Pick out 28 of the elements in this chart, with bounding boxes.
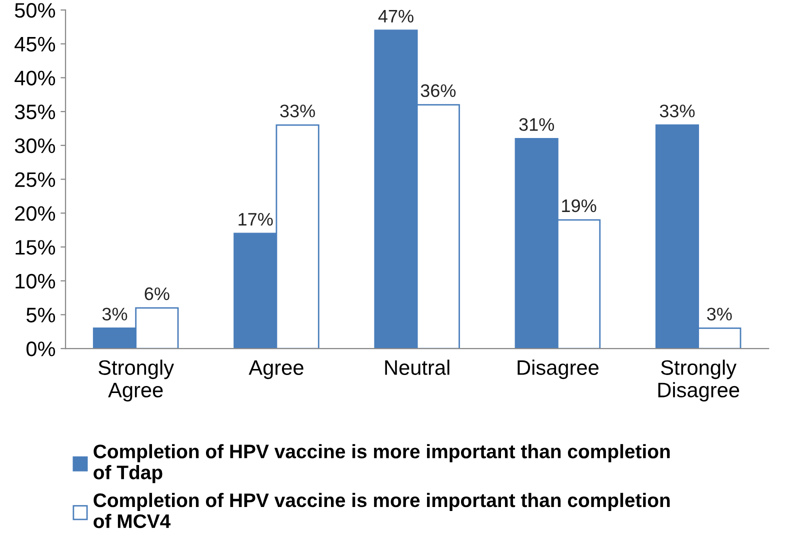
y-tick-label: 5% (26, 308, 56, 322)
data-label: 36% (420, 84, 456, 98)
y-tick-label: 30% (14, 138, 56, 154)
x-tick-label: Neutral (385, 360, 450, 375)
y-tick-label: 40% (14, 70, 56, 86)
x-tick-label: Strongly Disagree (658, 360, 740, 402)
y-tick-label: 45% (14, 36, 56, 52)
data-label: 33% (660, 104, 695, 118)
data-label: 3% (707, 308, 732, 320)
y-tick-label: 15% (16, 240, 56, 255)
x-tick-label: Disagree (518, 360, 598, 380)
y-tick-label: 10% (16, 274, 56, 289)
data-label: 19% (562, 199, 596, 212)
legend-label: Completion of HPV vaccine is more important than completion of MCV4 (94, 492, 670, 528)
data-label: 6% (144, 287, 170, 300)
x-tick-label: Agree (248, 360, 304, 380)
data-label: 33% (280, 104, 315, 118)
y-tick-label: 35% (14, 104, 56, 120)
y-tick-label: 20% (15, 206, 56, 221)
data-label: 31% (519, 118, 554, 131)
legend-label: Completion of HPV vaccine is more important than completion of Tdap (94, 444, 670, 484)
data-label: 17% (238, 212, 273, 226)
data-label: 3% (102, 308, 128, 320)
y-tick-label: 0% (26, 342, 56, 356)
y-tick-label: 50% (14, 2, 56, 18)
x-tick-label: Strongly Agree (98, 360, 174, 402)
data-label: 47% (378, 10, 414, 22)
y-tick-label: 25% (15, 172, 56, 188)
